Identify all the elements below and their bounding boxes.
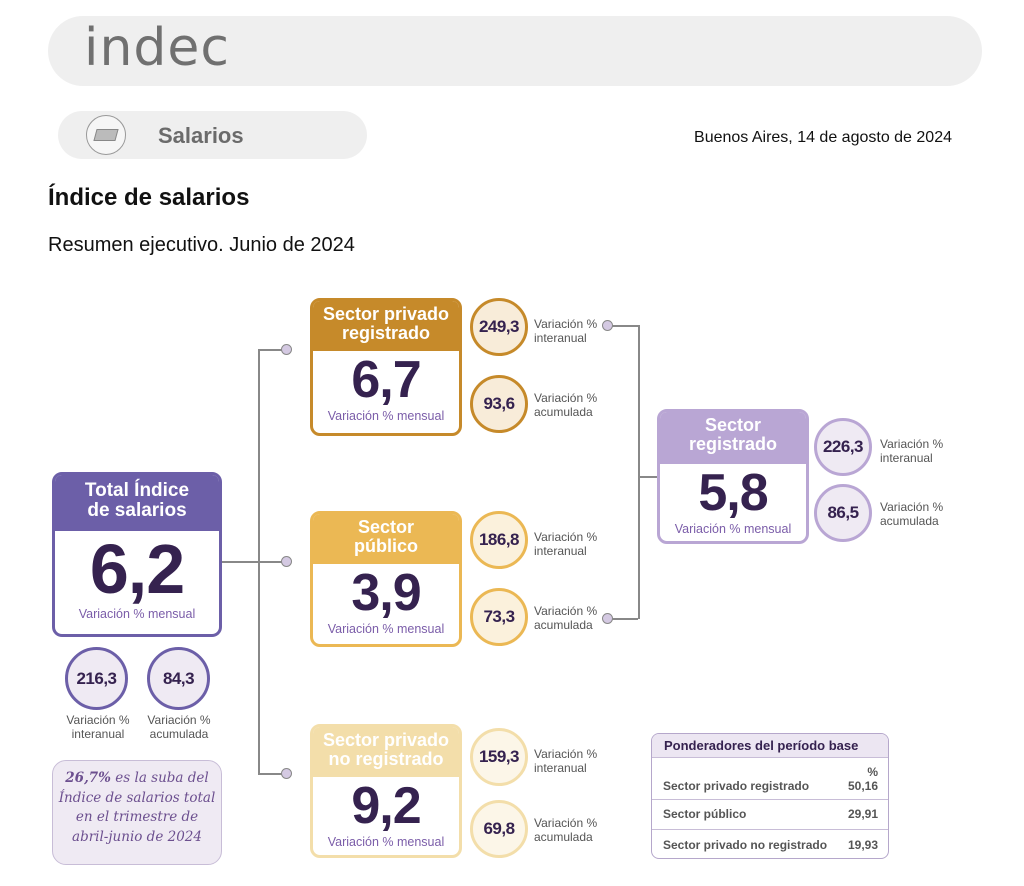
monthly-label: Variación % mensual	[327, 835, 445, 849]
label: Variación %	[880, 437, 944, 451]
connector	[612, 325, 638, 327]
label: acumulada	[534, 830, 593, 845]
page-subtitle: Resumen ejecutivo. Junio de 2024	[48, 234, 355, 256]
label: interanual	[534, 761, 587, 776]
acumulada-value: 86,5	[814, 484, 872, 542]
section-label: Salarios	[158, 123, 244, 148]
acumulada-value: 84,3	[147, 647, 210, 710]
connector	[638, 476, 658, 478]
monthly-label: Variación % mensual	[327, 409, 445, 423]
date: Buenos Aires, 14 de agosto de 2024	[694, 129, 952, 146]
row-value: 50,16	[847, 779, 878, 793]
note-text: en el trimestre de	[75, 809, 199, 826]
connector	[612, 618, 638, 620]
connector-dot	[602, 613, 613, 624]
card-title: Sector	[704, 415, 762, 435]
total-index-card: Total Índice de salarios 6,2 Variación %…	[52, 472, 222, 637]
connector	[258, 773, 284, 775]
connector	[258, 349, 284, 351]
interanual-value: 249,3	[470, 298, 528, 356]
monthly-value: 3,9	[351, 564, 421, 622]
label: acumulada	[534, 405, 593, 420]
label: Variación %	[66, 713, 130, 727]
note-highlight: 26,7%	[65, 770, 111, 786]
registrado-card: Sector registrado 5,8 Variación % mensua…	[657, 409, 809, 544]
label: interanual	[880, 451, 933, 466]
interanual-value: 216,3	[65, 647, 128, 710]
acumulada-value: 73,3	[470, 588, 528, 646]
monthly-label: Variación % mensual	[78, 607, 196, 621]
card-title: registrado	[688, 433, 778, 454]
monthly-value: 9,2	[351, 777, 421, 835]
label: interanual	[71, 727, 125, 742]
label: acumulada	[880, 514, 939, 529]
card-title: no registrado	[328, 748, 444, 769]
monthly-value: 5,8	[698, 464, 768, 522]
label: Variación %	[534, 747, 598, 761]
unit-label: %	[867, 765, 878, 779]
interanual-value: 186,8	[470, 511, 528, 569]
connector	[258, 561, 284, 563]
interanual-value: 226,3	[814, 418, 872, 476]
label: Variación %	[534, 530, 598, 544]
card-title: Total Índice	[84, 480, 190, 501]
connector-dot	[602, 320, 613, 331]
privado-card: Sector privado registrado 6,7 Variación …	[310, 298, 462, 436]
label: Variación %	[534, 391, 598, 405]
section-pill: Salarios	[58, 111, 367, 159]
label: Variación %	[534, 317, 598, 331]
indec-logo: indec	[84, 18, 230, 78]
label: acumulada	[149, 727, 209, 742]
monthly-value: 6,7	[351, 351, 421, 409]
monthly-label: Variación % mensual	[327, 622, 445, 636]
money-icon	[86, 115, 126, 155]
connector-dot	[281, 556, 292, 567]
monthly-value: 6,2	[89, 530, 185, 608]
card-title: Sector privado	[322, 304, 450, 324]
connector-dot	[281, 344, 292, 355]
acumulada-value: 69,8	[470, 800, 528, 858]
connector	[222, 561, 258, 563]
label: Variación %	[880, 500, 944, 514]
label: interanual	[534, 331, 587, 346]
row-value: 19,93	[847, 838, 878, 852]
row-label: Sector público	[663, 807, 747, 821]
no_registrado-card: Sector privado no registrado 9,2 Variaci…	[310, 724, 462, 858]
monthly-label: Variación % mensual	[674, 522, 792, 536]
card-title: Sector	[357, 517, 415, 537]
header-bar: indec	[48, 16, 982, 86]
note-text: es la suba del	[111, 770, 209, 786]
label: acumulada	[534, 618, 593, 633]
note-text: abril-junio de 2024	[72, 828, 202, 845]
label: Variación %	[534, 604, 598, 618]
label: Variación %	[534, 816, 598, 830]
connector-dot	[281, 768, 292, 779]
card-title: público	[354, 535, 418, 556]
card-title: de salarios	[87, 499, 187, 521]
card-title: Sector privado	[322, 730, 450, 750]
row-label: Sector privado no registrado	[663, 838, 828, 852]
page-title: Índice de salarios	[48, 184, 250, 211]
acumulada-value: 93,6	[470, 375, 528, 433]
connector	[638, 325, 640, 619]
row-label: Sector privado registrado	[663, 779, 810, 793]
publico-card: Sector público 3,9 Variación % mensual	[310, 511, 462, 647]
note-box: 26,7% es la suba del Índice de salarios …	[52, 760, 222, 865]
label: Variación %	[147, 713, 211, 727]
table-title: Ponderadores del período base	[652, 734, 888, 758]
label: interanual	[534, 544, 587, 559]
interanual-value: 159,3	[470, 728, 528, 786]
note-text: Índice de salarios total	[58, 789, 216, 806]
card-title: registrado	[341, 322, 431, 343]
weights-table: Ponderadores del período base Sector pri…	[651, 733, 889, 859]
row-value: 29,91	[847, 807, 878, 821]
